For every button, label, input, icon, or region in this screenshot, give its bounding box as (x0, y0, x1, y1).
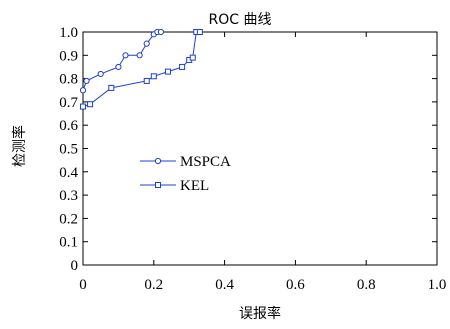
legend-marker-mspca (154, 157, 162, 165)
data-point-kel (87, 101, 94, 108)
data-point-kel (196, 29, 203, 35)
y-tick-label: 0.7 (59, 95, 78, 111)
plot-frame (82, 31, 438, 266)
y-axis-label: 检测率 (11, 125, 28, 167)
legend-label-kel: KEL (180, 178, 209, 194)
legend-marker-kel (155, 182, 161, 188)
data-point-mspca (143, 40, 150, 47)
data-point-mspca (115, 63, 122, 71)
y-tick-label: 0.4 (59, 165, 78, 181)
data-point-kel (164, 68, 171, 75)
x-tick-label: 0.6 (286, 277, 305, 293)
data-point-kel (150, 73, 157, 80)
data-point-kel (143, 77, 150, 84)
data-point-mspca (83, 77, 90, 85)
data-point-kel (179, 63, 186, 70)
data-point-kel (108, 84, 115, 91)
data-point-mspca (97, 70, 104, 78)
y-tick-label: 0.8 (59, 72, 78, 88)
data-point-mspca (122, 52, 129, 59)
data-point-kel (189, 54, 196, 61)
y-tick-label: 1.0 (59, 25, 78, 41)
data-point-mspca (136, 52, 143, 59)
data-point-kel (80, 103, 86, 110)
series-kel (80, 29, 203, 110)
series-layer (79, 28, 203, 110)
y-tick-label: 0.1 (59, 235, 78, 251)
x-tick-label: 1.0 (428, 277, 447, 293)
x-axis-label: 误报率 (239, 305, 281, 322)
y-tick-label: 0.9 (59, 48, 78, 64)
series-mspca (79, 28, 164, 94)
y-tick-label: 0.2 (59, 211, 78, 227)
axis-ticks: 0 0.1 0.2 0.3 0.4 0.5 0.6 0.7 0.8 0.9 1.0 0 0.2 0.4 0.… (59, 25, 446, 293)
chart-title: ROC 曲线 (209, 12, 272, 28)
x-tick-label: 0.4 (215, 277, 234, 293)
data-point-mspca (79, 87, 87, 94)
y-tick-label: 0.3 (59, 188, 78, 204)
x-tick-label: 0.2 (144, 277, 163, 293)
legend: MSPCA KEL (140, 154, 231, 194)
y-tick-label: 0.5 (59, 142, 78, 158)
x-tick-label: 0.8 (357, 277, 376, 293)
y-tick-label: 0 (71, 258, 79, 274)
data-point-mspca (157, 28, 164, 36)
x-tick-label: 0 (79, 277, 87, 293)
legend-label-mspca: MSPCA (180, 154, 231, 170)
y-tick-label: 0.6 (59, 118, 78, 134)
